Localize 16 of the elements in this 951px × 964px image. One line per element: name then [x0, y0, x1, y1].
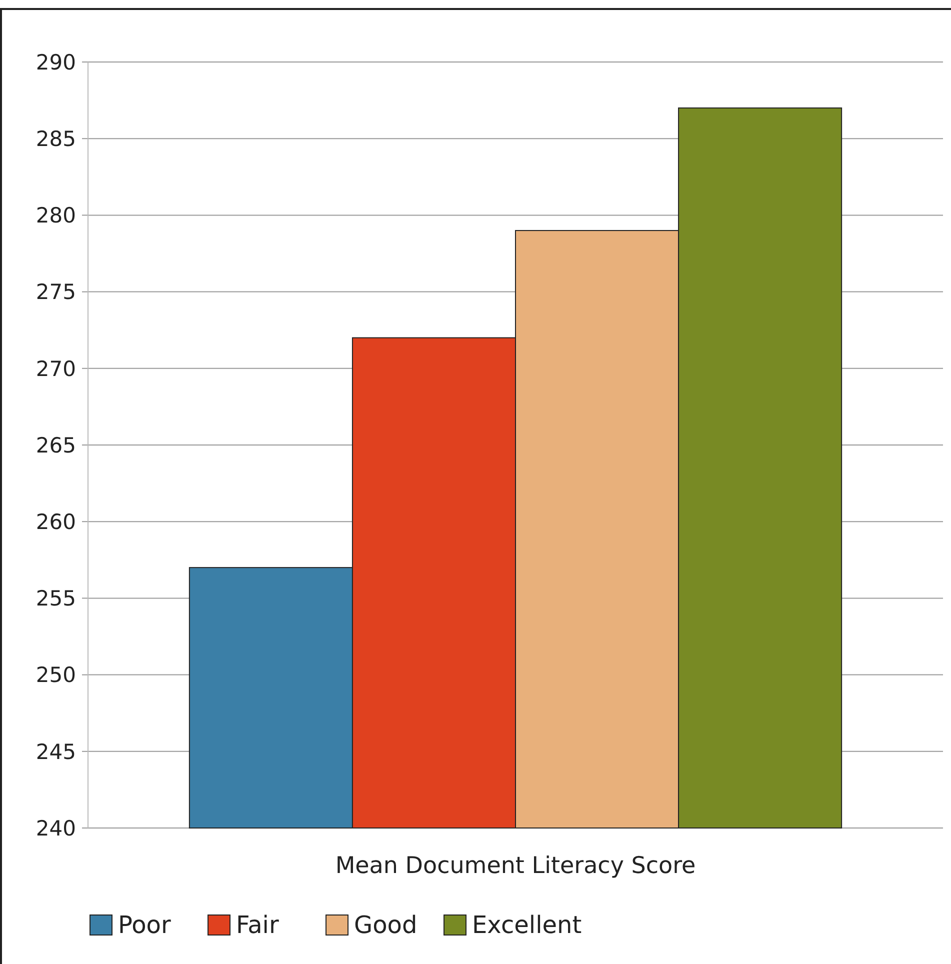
legend-label: Good [354, 911, 418, 939]
y-tick-label: 275 [36, 280, 76, 304]
y-tick-label: 260 [36, 510, 76, 534]
y-tick-label: 290 [36, 50, 76, 74]
y-tick-label: 245 [36, 740, 76, 764]
y-tick-label: 270 [36, 356, 76, 381]
legend-label: Fair [236, 911, 279, 939]
legend-label: Excellent [472, 911, 582, 939]
y-tick-label: 280 [36, 204, 76, 228]
y-tick-label: 265 [36, 433, 76, 458]
y-tick-label: 250 [36, 663, 76, 688]
y-tick-label: 285 [36, 126, 76, 151]
legend-label: Poor [118, 911, 171, 939]
x-tick-label: Mean Document Literacy Score [335, 853, 696, 879]
y-tick-label: 240 [36, 816, 76, 840]
y-tick-label: 255 [36, 586, 76, 611]
